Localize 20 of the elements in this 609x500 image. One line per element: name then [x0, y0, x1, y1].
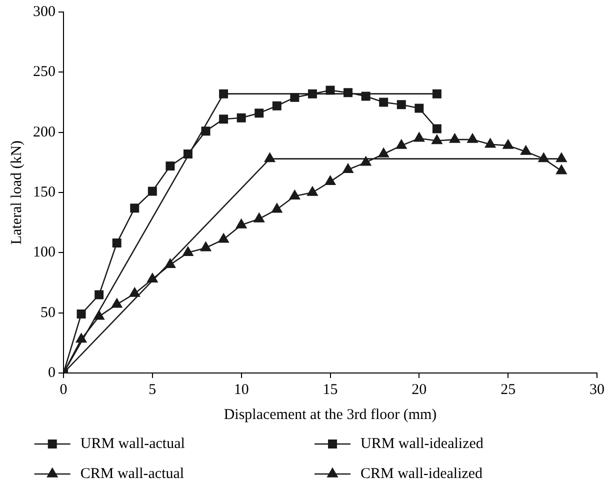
x-tick-label: 0: [60, 382, 68, 398]
x-tick-label: 5: [148, 382, 156, 398]
legend-label: CRM wall-idealized: [360, 466, 484, 482]
legend-label: CRM wall-actual: [80, 466, 184, 482]
x-axis-title: Displacement at the 3rd floor (mm): [224, 406, 437, 423]
y-tick-label: 100: [33, 244, 56, 261]
legend-label: URM wall-idealized: [360, 436, 484, 452]
y-axis-title: Lateral load (kN): [8, 140, 25, 245]
x-tick-label: 20: [412, 382, 427, 398]
x-tick-label: 30: [590, 382, 604, 398]
y-tick-label: 250: [33, 64, 56, 80]
y-tick-label: 300: [33, 4, 56, 20]
y-tick-label: 0: [48, 364, 56, 381]
x-tick-label: 10: [234, 382, 249, 398]
y-tick-label: 150: [33, 184, 56, 200]
x-tick-label: 15: [322, 382, 338, 398]
y-tick-label: 50: [40, 304, 56, 321]
x-tick-label: 25: [500, 382, 516, 398]
y-tick-label: 200: [33, 124, 56, 140]
legend-label: URM wall-actual: [80, 436, 185, 452]
